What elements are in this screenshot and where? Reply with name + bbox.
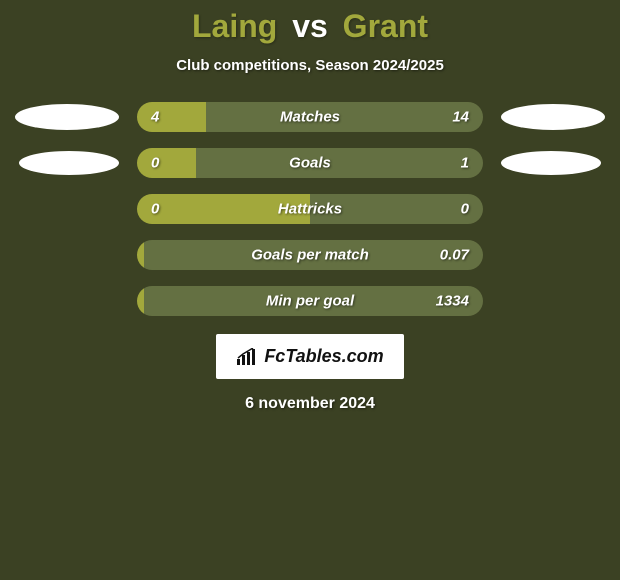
bar-label: Goals per match <box>251 247 369 264</box>
title-vs: vs <box>292 8 328 44</box>
player-ellipse-right <box>501 104 605 130</box>
comparison-bar: 1334 Min per goal <box>137 286 483 316</box>
title-name2: Grant <box>343 8 428 44</box>
comparison-row: 4 14 Matches <box>0 102 620 132</box>
page-root: Laing vs Grant Club competitions, Season… <box>0 0 620 580</box>
bar-segment-left <box>137 286 144 316</box>
branding-badge: FcTables.com <box>216 334 403 379</box>
bar-value-left: 0 <box>151 155 159 172</box>
bar-value-right: 1 <box>461 155 469 172</box>
side-placeholder <box>15 255 119 256</box>
comparison-row: 0 0 Hattricks <box>0 194 620 224</box>
page-title: Laing vs Grant <box>192 8 428 45</box>
bar-value-right: 14 <box>452 109 469 126</box>
comparison-bar: 0.07 Goals per match <box>137 240 483 270</box>
date-label: 6 november 2024 <box>245 395 375 413</box>
bar-label: Hattricks <box>278 201 342 218</box>
side-placeholder <box>15 209 119 210</box>
player-ellipse-right <box>501 151 601 175</box>
comparison-row: 0.07 Goals per match <box>0 240 620 270</box>
bar-segment-left <box>137 240 144 270</box>
bar-value-right: 1334 <box>436 293 469 310</box>
side-placeholder <box>501 209 605 210</box>
comparison-row: 0 1 Goals <box>0 148 620 178</box>
bar-segment-left <box>137 148 196 178</box>
bar-segment-left <box>137 102 206 132</box>
comparison-row: 1334 Min per goal <box>0 286 620 316</box>
comparison-bar: 0 1 Goals <box>137 148 483 178</box>
comparison-bar: 4 14 Matches <box>137 102 483 132</box>
player-ellipse-left <box>15 104 119 130</box>
player-ellipse-left <box>19 151 119 175</box>
side-placeholder <box>15 301 119 302</box>
subtitle: Club competitions, Season 2024/2025 <box>176 57 444 74</box>
side-placeholder <box>501 255 605 256</box>
bar-value-right: 0.07 <box>440 247 469 264</box>
bar-label: Min per goal <box>266 293 354 310</box>
chart-icon <box>236 348 258 366</box>
bar-segment-right <box>196 148 483 178</box>
side-placeholder <box>501 301 605 302</box>
comparison-bar: 0 0 Hattricks <box>137 194 483 224</box>
title-name1: Laing <box>192 8 277 44</box>
comparison-rows: 4 14 Matches 0 1 Goals 0 0 Hattricks 0.07 Goals pe… <box>0 102 620 316</box>
bar-label: Matches <box>280 109 340 126</box>
bar-value-right: 0 <box>461 201 469 218</box>
bar-value-left: 4 <box>151 109 159 126</box>
bar-label: Goals <box>289 155 331 172</box>
bar-segment-right <box>206 102 483 132</box>
branding-text: FcTables.com <box>264 346 383 367</box>
bar-value-left: 0 <box>151 201 159 218</box>
